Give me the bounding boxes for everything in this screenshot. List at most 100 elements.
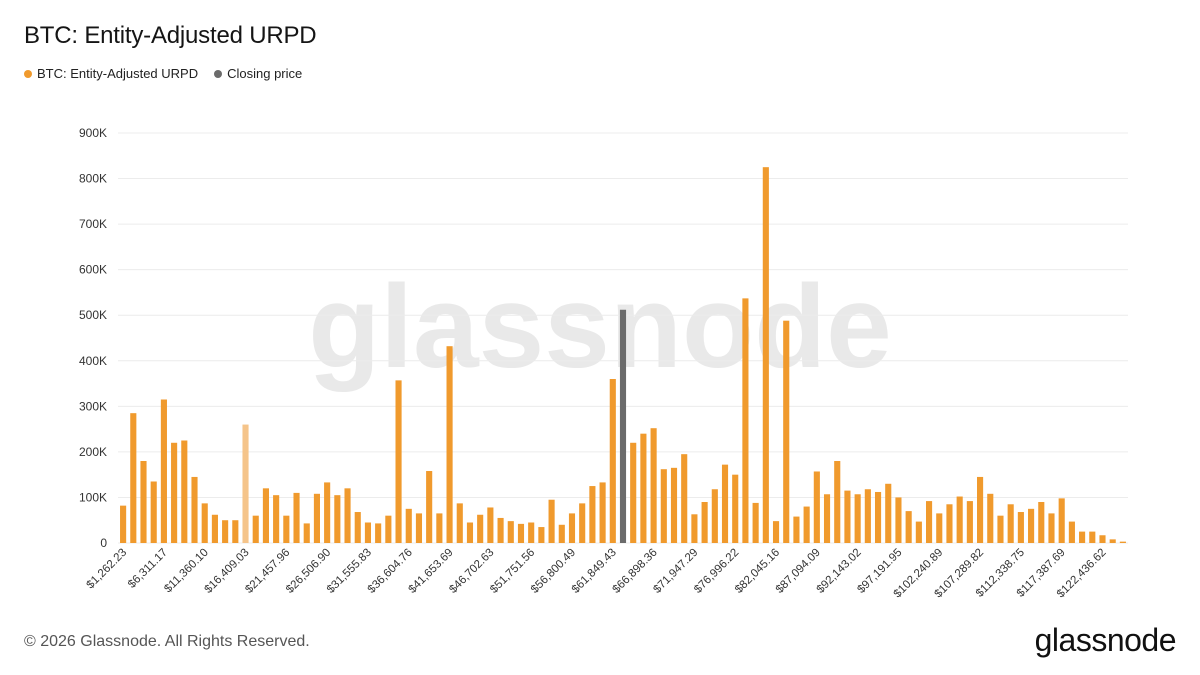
urpd-bar[interactable] [150,481,157,544]
urpd-bar[interactable] [303,523,310,543]
urpd-bar[interactable] [834,461,841,543]
urpd-bar[interactable] [354,512,361,543]
urpd-bar[interactable] [344,488,351,543]
urpd-bar[interactable] [732,474,739,543]
urpd-bar[interactable] [222,520,229,543]
urpd-bar[interactable] [507,521,514,543]
urpd-bar[interactable] [681,454,688,543]
urpd-bar[interactable] [691,514,698,543]
urpd-bar[interactable] [324,482,331,543]
urpd-bar[interactable] [721,464,729,543]
urpd-bar[interactable] [956,496,963,543]
urpd-bar[interactable] [211,514,218,543]
urpd-bar[interactable] [599,482,606,543]
urpd-bar[interactable] [997,515,1004,543]
urpd-bar[interactable] [752,502,759,543]
legend-item-urpd[interactable]: BTC: Entity-Adjusted URPD [24,66,198,81]
urpd-bar[interactable] [1079,531,1086,543]
urpd-bar[interactable] [436,513,443,543]
urpd-bar[interactable] [803,506,810,543]
urpd-bar[interactable] [1089,531,1096,543]
urpd-bar[interactable] [140,461,147,543]
urpd-bar[interactable] [813,471,820,543]
urpd-bar[interactable] [783,320,790,543]
urpd-bar[interactable] [334,495,341,543]
urpd-bar[interactable] [823,494,831,543]
urpd-bar[interactable] [630,442,637,543]
urpd-bar[interactable] [742,298,749,543]
urpd-bar[interactable] [670,467,678,543]
urpd-bar[interactable] [568,513,576,543]
urpd-bar[interactable] [160,399,167,544]
urpd-bar[interactable] [262,488,269,543]
urpd-bar[interactable] [191,476,198,543]
urpd-bar[interactable] [313,493,320,543]
urpd-bar[interactable] [854,494,861,543]
urpd-bar[interactable] [446,346,453,543]
glassnode-logo[interactable]: glassnode [1034,622,1177,658]
urpd-bar[interactable] [650,428,657,543]
urpd-bar[interactable] [395,380,402,543]
urpd-bar[interactable] [936,513,943,543]
urpd-bar[interactable] [1109,539,1116,543]
urpd-bar[interactable] [528,522,535,544]
urpd-bar[interactable] [874,491,882,543]
urpd-bar[interactable] [772,521,780,543]
urpd-bar[interactable] [538,527,545,543]
urpd-bar[interactable] [497,517,504,543]
urpd-bar[interactable] [477,514,484,543]
urpd-bar[interactable] [1048,513,1055,543]
urpd-bar[interactable] [640,433,647,543]
urpd-bar[interactable] [579,503,586,543]
urpd-bar[interactable] [926,501,933,543]
legend-item-closing-price[interactable]: Closing price [214,66,302,81]
urpd-bar[interactable] [885,483,892,543]
urpd-bar[interactable] [711,489,718,543]
urpd-bar[interactable] [1017,512,1024,543]
urpd-bar[interactable] [609,379,616,543]
urpd-bar[interactable] [1038,502,1045,543]
urpd-bar[interactable] [456,503,463,543]
urpd-bar[interactable] [181,440,188,544]
urpd-bar[interactable] [1119,541,1126,543]
urpd-bar[interactable] [987,493,994,543]
urpd-bar[interactable] [252,515,259,543]
urpd-bar[interactable] [1028,508,1035,543]
urpd-bar[interactable] [130,413,137,543]
urpd-bar[interactable] [905,511,912,543]
urpd-bar[interactable] [415,513,423,543]
urpd-bar[interactable] [405,508,412,543]
urpd-bar[interactable] [375,523,382,543]
urpd-bar[interactable] [977,476,984,543]
urpd-bar[interactable] [915,521,922,543]
urpd-bar[interactable] [201,503,208,543]
urpd-bar[interactable] [548,499,555,543]
urpd-bar[interactable] [466,522,474,544]
closing-price-bar[interactable] [619,309,627,543]
urpd-bar-faded[interactable] [242,424,249,543]
urpd-bar[interactable] [558,524,565,543]
urpd-bar[interactable] [1007,504,1014,543]
urpd-bar[interactable] [293,492,300,543]
urpd-bar[interactable] [171,442,178,543]
urpd-bar[interactable] [864,489,871,543]
urpd-bar[interactable] [660,469,667,543]
urpd-bar[interactable] [844,490,851,543]
urpd-bar[interactable] [1068,521,1075,543]
urpd-bar[interactable] [1058,498,1065,543]
urpd-bar[interactable] [793,516,800,543]
urpd-bar[interactable] [517,523,525,543]
urpd-bar[interactable] [273,495,280,543]
urpd-bar[interactable] [120,505,127,543]
urpd-bar[interactable] [762,167,769,544]
urpd-bar[interactable] [589,486,596,543]
urpd-bar[interactable] [946,504,953,543]
urpd-bar[interactable] [966,501,973,543]
urpd-bar[interactable] [364,522,372,544]
urpd-bar[interactable] [283,515,290,543]
urpd-bar[interactable] [232,520,239,543]
urpd-bar[interactable] [385,515,392,543]
urpd-bar[interactable] [701,502,708,543]
urpd-bar[interactable] [426,471,433,543]
urpd-bar[interactable] [487,507,494,543]
